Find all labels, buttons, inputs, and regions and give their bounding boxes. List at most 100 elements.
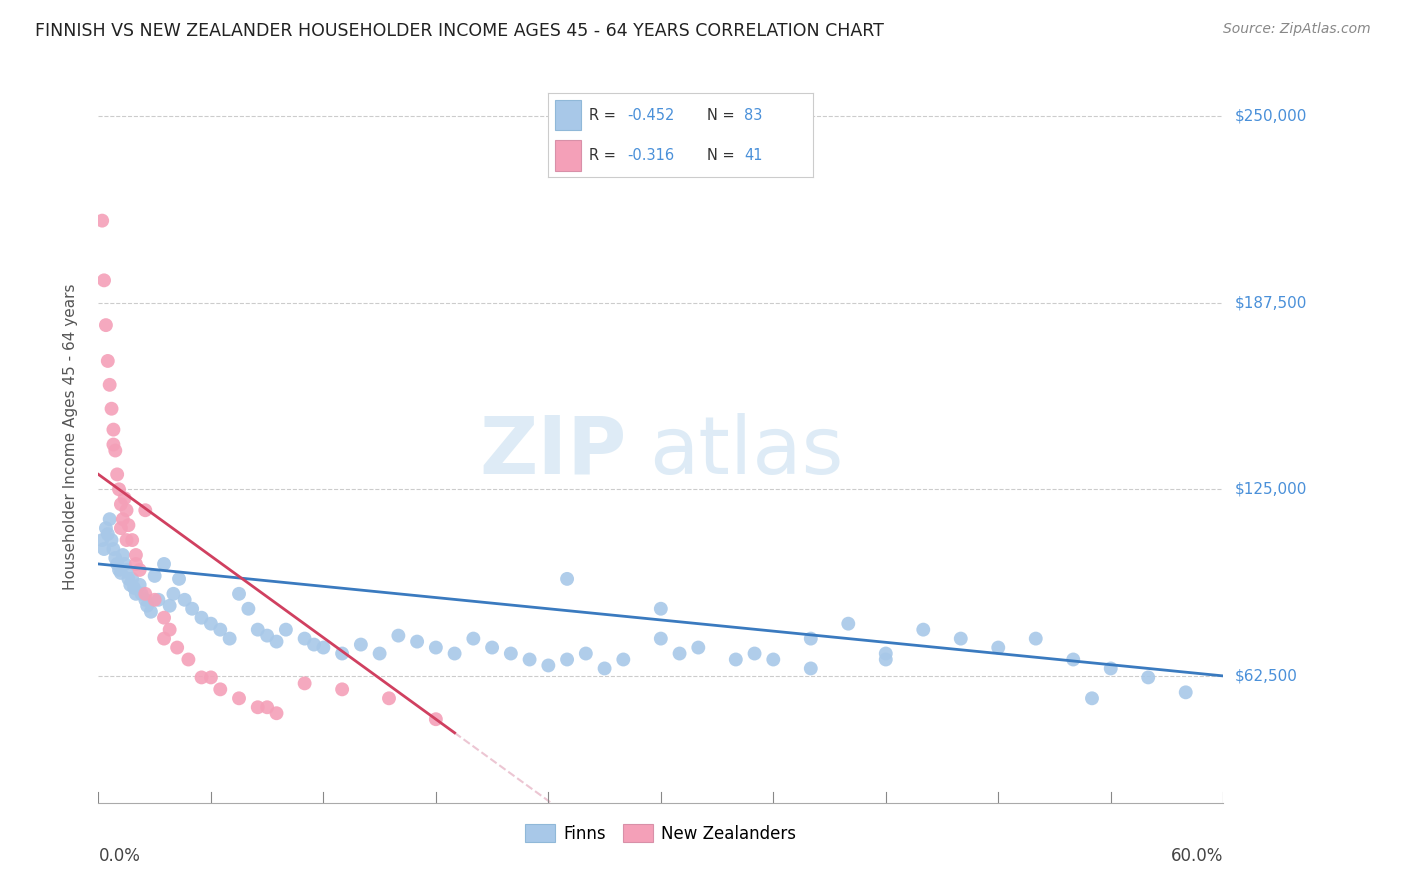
Point [949, 632, 972, 646]
Point [131, 587, 153, 601]
Point [668, 647, 690, 661]
Point [103, 437, 125, 451]
Point [330, 647, 353, 661]
Point [125, 587, 148, 601]
Point [97, 527, 120, 541]
Text: FINNISH VS NEW ZEALANDER HOUSEHOLDER INCOME AGES 45 - 64 YEARS CORRELATION CHART: FINNISH VS NEW ZEALANDER HOUSEHOLDER INC… [35, 22, 884, 40]
Point [650, 632, 672, 646]
Text: $62,500: $62,500 [1234, 668, 1298, 683]
Point [103, 542, 125, 557]
Point [114, 491, 136, 506]
Point [875, 652, 897, 666]
Point [93, 542, 115, 557]
Point [104, 443, 127, 458]
Point [139, 605, 162, 619]
Point [148, 592, 170, 607]
Point [173, 592, 195, 607]
Point [443, 647, 465, 661]
Point [987, 640, 1010, 655]
Point [105, 557, 128, 571]
Point [115, 533, 138, 547]
Point [115, 563, 138, 577]
Point [1062, 652, 1084, 666]
Point [190, 610, 212, 624]
Point [537, 658, 560, 673]
Point [114, 557, 136, 571]
Point [134, 592, 156, 607]
Point [105, 467, 128, 482]
Point [162, 587, 184, 601]
Point [330, 682, 353, 697]
Legend: Finns, New Zealanders: Finns, New Zealanders [519, 818, 803, 849]
Point [98, 377, 121, 392]
Point [134, 587, 156, 601]
Point [122, 581, 145, 595]
Text: atlas: atlas [650, 413, 844, 491]
Point [200, 616, 222, 631]
Point [256, 700, 278, 714]
Point [134, 503, 156, 517]
Point [218, 632, 240, 646]
Point [209, 623, 232, 637]
Point [912, 623, 935, 637]
Point [744, 647, 766, 661]
Point [98, 512, 121, 526]
Point [120, 578, 142, 592]
Point [128, 563, 150, 577]
Point [555, 572, 578, 586]
Point [125, 557, 148, 571]
Point [108, 563, 131, 577]
Point [97, 354, 120, 368]
Point [94, 318, 117, 332]
Point [650, 601, 672, 615]
Point [266, 634, 288, 648]
Point [378, 691, 401, 706]
Point [143, 592, 166, 607]
Point [312, 640, 335, 655]
Point [294, 632, 316, 646]
Point [800, 632, 823, 646]
Point [266, 706, 288, 721]
Point [228, 587, 250, 601]
Point [256, 629, 278, 643]
Point [153, 557, 176, 571]
Point [136, 599, 159, 613]
Point [181, 601, 204, 615]
Point [762, 652, 785, 666]
Point [91, 533, 114, 547]
Point [190, 670, 212, 684]
Point [555, 652, 578, 666]
Point [724, 652, 747, 666]
Point [91, 213, 114, 227]
Point [159, 623, 181, 637]
Point [166, 640, 188, 655]
Point [302, 638, 325, 652]
Point [1174, 685, 1197, 699]
Point [200, 670, 222, 684]
Point [100, 533, 122, 547]
Point [159, 599, 181, 613]
Text: $250,000: $250,000 [1234, 109, 1306, 124]
Point [1081, 691, 1104, 706]
Point [125, 548, 148, 562]
Text: $187,500: $187,500 [1234, 295, 1306, 310]
Point [837, 616, 859, 631]
Point [1137, 670, 1160, 684]
Point [143, 569, 166, 583]
Point [875, 647, 897, 661]
Point [117, 572, 139, 586]
Point [499, 647, 522, 661]
Point [117, 518, 139, 533]
Point [93, 273, 115, 287]
Point [387, 629, 409, 643]
Point [110, 566, 132, 580]
Point [612, 652, 634, 666]
Point [177, 652, 200, 666]
Point [111, 512, 134, 526]
Point [121, 572, 143, 586]
Point [368, 647, 391, 661]
Point [1099, 661, 1122, 675]
Text: Source: ZipAtlas.com: Source: ZipAtlas.com [1223, 22, 1371, 37]
Point [1025, 632, 1047, 646]
Text: 60.0%: 60.0% [1171, 847, 1223, 864]
